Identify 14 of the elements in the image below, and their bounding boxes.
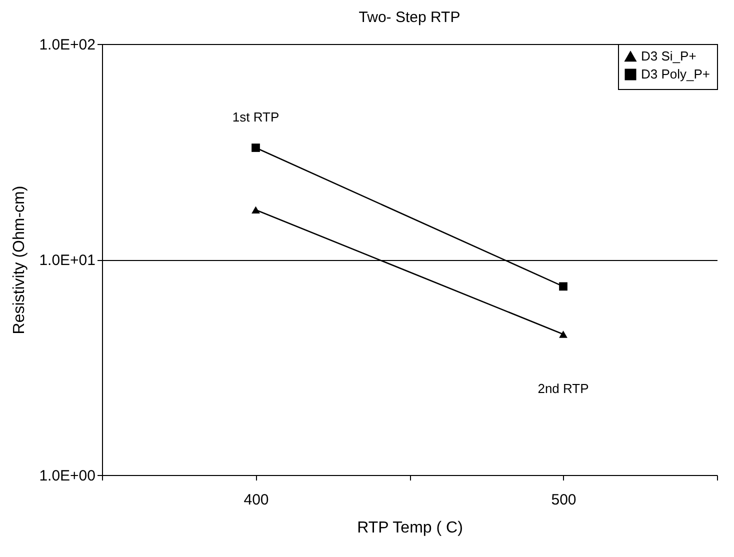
- point: [559, 282, 568, 291]
- x-tick-label: 500: [551, 492, 576, 508]
- x-tick-label: 400: [244, 492, 269, 508]
- y-tick-label: 1.0E+01: [39, 252, 96, 269]
- annotation: 2nd RTP: [538, 380, 589, 396]
- y-axis-title: Resistivity (Ohm-cm): [11, 186, 28, 334]
- annotation: 1st RTP: [232, 109, 280, 124]
- y-tick-label: 1.0E+00: [39, 468, 96, 484]
- legend-label: D3 Poly_P+: [641, 66, 710, 82]
- chart-title: Two- Step RTP: [358, 9, 460, 26]
- legend-label: D3 Si_P+: [641, 48, 696, 64]
- y-tick-label: 1.0E+02: [39, 36, 96, 54]
- x-axis-title: RTP Temp ( C): [357, 520, 463, 536]
- point: [252, 144, 260, 152]
